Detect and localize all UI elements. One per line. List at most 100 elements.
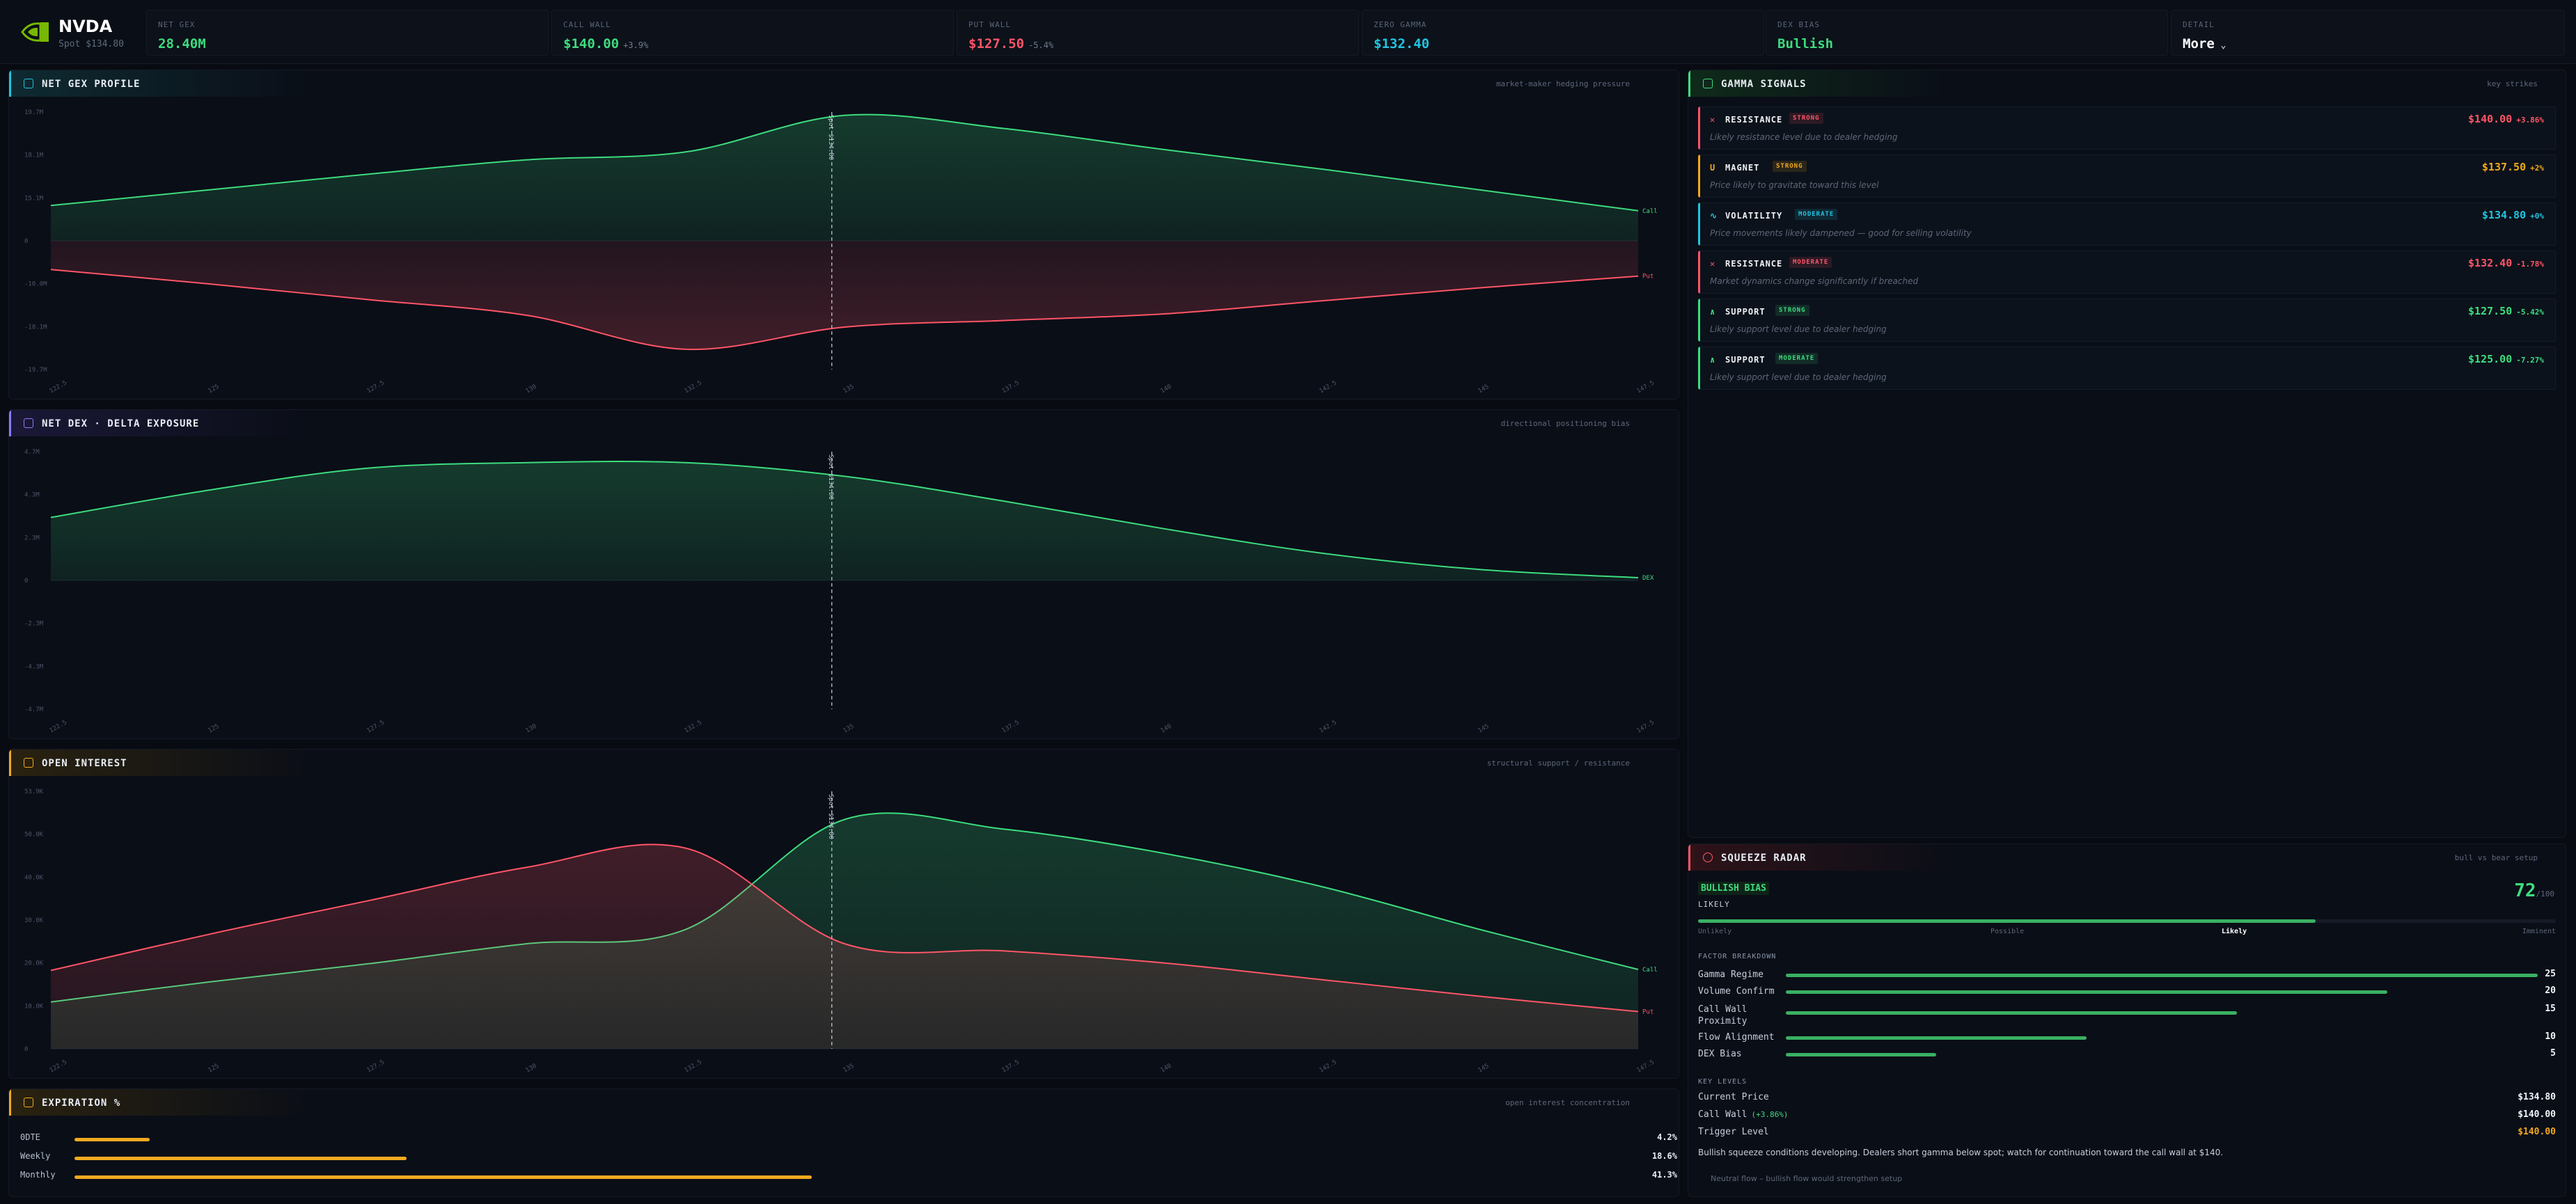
factor-row: Gamma Regime 25 [1698, 967, 2556, 982]
key-level-name-row: Trigger Level [1698, 1127, 1769, 1137]
key-level-row: Call Wall (+3.86%) $140.00 [1698, 1109, 2556, 1125]
expiration-bar [74, 1157, 407, 1160]
scale-possible: Possible [1990, 928, 2025, 935]
y-tick-label: 50.0K [24, 832, 44, 839]
expiration-value: 41.3% [1651, 1170, 1677, 1180]
signal-row[interactable]: ∿ VOLATILITY MODERATE $134.80 +0% Price movem… [1698, 203, 2556, 246]
series-area-call [51, 114, 1638, 241]
series-line-put[interactable] [50, 269, 1639, 351]
panel-title: OPEN INTEREST [42, 758, 127, 769]
series-area-put [51, 241, 1638, 350]
factor-bar [1786, 1053, 1936, 1056]
factor-bar [1786, 974, 2538, 977]
y-tick-label: -19.7M [24, 367, 47, 374]
key-level-name: Current Price [1698, 1092, 1769, 1102]
scale-imminent: Imminent [2522, 928, 2556, 935]
spot-price: Spot $134.80 [58, 39, 124, 49]
signal-row[interactable]: ∧ SUPPORT MODERATE $125.00 -7.27% Likely supp… [1698, 347, 2556, 390]
stat-value-row: $127.50 -5.4% [968, 36, 1358, 52]
key-level-row: Trigger Level $140.00 [1698, 1127, 2556, 1142]
signal-price-row: $132.40 -1.78% [2468, 257, 2544, 269]
x-tick-label: 135 [842, 383, 856, 395]
expiration-label: Weekly [20, 1151, 51, 1161]
x-tick-label: 142.5 [1319, 1059, 1338, 1074]
signal-pct: +3.86% [2516, 116, 2544, 125]
y-tick-label: 10.0K [24, 1003, 44, 1010]
signal-row[interactable]: U MAGNET STRONG $137.50 +2% Price likely to g… [1698, 155, 2556, 198]
factor-name: Flow Alignment [1698, 1032, 1775, 1043]
signal-row[interactable]: ✕ RESISTANCE MODERATE $132.40 -1.78% Market d… [1698, 251, 2556, 294]
signal-type-icon: ∿ [1710, 211, 1718, 221]
scale-likely: Likely [2222, 928, 2247, 935]
likelihood-label: LIKELY [1698, 900, 1730, 909]
stat-value: 28.40M [158, 36, 206, 52]
top-bar: NVDA Spot $134.80 NET GEX 28.40M CALL WALL… [0, 0, 2576, 64]
spot-line-label: Spot $134.80 [827, 794, 834, 839]
stat-label: PUT WALL [968, 20, 1011, 29]
series-area-dex [51, 461, 1638, 580]
net-gex-header: NET GEX PROFILE market-maker hedging pre… [9, 70, 1679, 97]
y-tick-label: 0 [24, 238, 28, 245]
x-tick-label: 147.5 [1636, 719, 1656, 734]
expiration-row: Monthly 41.3% [20, 1169, 1677, 1184]
x-tick-label: 140 [1160, 383, 1173, 395]
stat-value-row: Bullish [1777, 36, 2167, 52]
signal-price: $127.50 [2468, 305, 2513, 317]
stat-label: ZERO GAMMA [1374, 20, 1427, 29]
expiration-row: Weekly 18.6% [20, 1150, 1677, 1165]
factor-name: Gamma Regime [1698, 969, 1764, 980]
series-line-put[interactable] [50, 843, 1639, 1013]
stat-value: More [2183, 36, 2215, 52]
y-tick-label: 4.7M [24, 449, 40, 456]
signal-price: $134.80 [2481, 209, 2527, 221]
y-tick-label: -18.1M [24, 324, 47, 331]
stat-label: CALL WALL [563, 20, 611, 29]
stat-value-row: $132.40 [1374, 36, 1764, 52]
score-scale: Unlikely Possible Likely Imminent [1698, 928, 2556, 937]
panel-subtitle: market-maker hedging pressure [1495, 79, 1630, 88]
x-tick-label: 142.5 [1319, 379, 1338, 395]
signal-pct: +2% [2530, 164, 2544, 173]
factor-row: Volume Confirm 20 [1698, 983, 2556, 999]
factor-track [1786, 1053, 2538, 1056]
net-gex-panel: NET GEX PROFILE market-maker hedging pre… [8, 70, 1679, 399]
y-tick-label: -4.7M [24, 706, 44, 713]
factor-bar [1786, 1036, 2087, 1040]
net-dex-chart[interactable]: 4.7M 4.3M 2.3M 0 -2.3M -4.3M -4.7M 122.5 125 127.… [9, 436, 1679, 739]
x-tick-label: 127.5 [366, 1059, 386, 1074]
series-line-dex[interactable] [50, 460, 1639, 579]
x-tick-label: 132.5 [684, 379, 703, 395]
series-area-put [51, 844, 1638, 1049]
x-tick-label: 137.5 [1001, 719, 1021, 734]
expiration-row: 0DTE 4.2% [20, 1131, 1677, 1146]
signal-name: RESISTANCE [1725, 115, 1783, 125]
open-interest-panel: OPEN INTEREST structural support / resis… [8, 749, 1679, 1079]
gamma-signals-header: GAMMA SIGNALS key strikes [1688, 70, 2566, 97]
y-tick-label: 15.1M [24, 195, 44, 202]
x-tick-label: 122.5 [49, 1059, 68, 1074]
signal-pct: -1.78% [2516, 260, 2544, 269]
signal-price-row: $137.50 +2% [2482, 161, 2544, 173]
key-level-name-row: Current Price [1698, 1092, 1769, 1102]
signal-description: Market dynamics change significantly if … [1710, 276, 1919, 286]
factor-value: 20 [2545, 985, 2556, 996]
signal-row[interactable]: ✕ RESISTANCE STRONG $140.00 +3.86% Likely res… [1698, 106, 2556, 150]
panel-title: NET DEX · DELTA EXPOSURE [42, 418, 200, 429]
panel-title: SQUEEZE RADAR [1721, 853, 1807, 864]
open-interest-chart[interactable]: 53.9K 50.0K 40.0K 30.0K 20.0K 10.0K 0 122.5 125 1… [9, 776, 1679, 1079]
calendar-icon [24, 1098, 33, 1107]
series-line-call[interactable] [50, 113, 1639, 212]
key-level-row: Current Price $134.80 [1698, 1092, 2556, 1107]
stat-card[interactable]: DETAIL More ⌄ [2171, 10, 2565, 56]
x-tick-label: 142.5 [1319, 719, 1338, 734]
factor-name: DEX Bias [1698, 1049, 1742, 1059]
key-level-value: $140.00 [2518, 1127, 2556, 1137]
series-label: DEX [1642, 575, 1654, 582]
signal-strength-badge: STRONG [1775, 305, 1809, 316]
signal-row[interactable]: ∧ SUPPORT STRONG $127.50 -5.42% Likely suppor… [1698, 299, 2556, 342]
y-tick-label: 0 [24, 578, 28, 585]
y-tick-label: 18.1M [24, 152, 44, 159]
score-value: 72 [2514, 880, 2536, 901]
signal-name: SUPPORT [1725, 307, 1766, 317]
